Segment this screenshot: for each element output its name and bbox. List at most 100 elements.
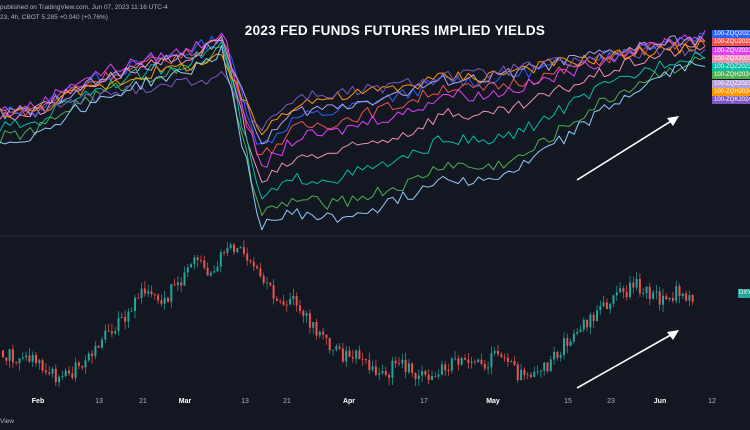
candle-body bbox=[358, 350, 361, 360]
candle-body bbox=[239, 247, 242, 249]
candle-body bbox=[28, 355, 31, 362]
candle-body bbox=[431, 376, 433, 381]
candle-body bbox=[74, 362, 77, 378]
candle-body bbox=[668, 297, 671, 300]
candle-body bbox=[200, 260, 202, 261]
legend-item: 100-ZQX2023 bbox=[712, 54, 750, 63]
published-note: published on TradingView.com, Jun 07, 20… bbox=[0, 4, 168, 11]
candle-body bbox=[203, 260, 206, 268]
candle-body bbox=[114, 331, 117, 334]
candle-body bbox=[572, 333, 575, 342]
candle-body bbox=[295, 296, 298, 306]
candle-body bbox=[216, 266, 219, 272]
candle-body bbox=[671, 297, 674, 301]
candle-body bbox=[21, 357, 24, 359]
x-tick-label: Mar bbox=[178, 398, 192, 405]
candle-body bbox=[134, 297, 136, 311]
candle-body bbox=[599, 306, 602, 311]
candle-body bbox=[180, 282, 183, 286]
candle-body bbox=[101, 339, 103, 348]
candle-body bbox=[94, 345, 97, 357]
candle-body bbox=[15, 362, 18, 364]
candle-body bbox=[424, 371, 427, 375]
candle-body bbox=[338, 346, 341, 349]
candle-body bbox=[427, 374, 430, 381]
candle-body bbox=[143, 288, 146, 294]
candle-body bbox=[71, 373, 74, 378]
candle-body bbox=[401, 359, 404, 364]
candle-body bbox=[61, 376, 64, 377]
candle-body bbox=[365, 359, 367, 361]
candle-body bbox=[44, 370, 47, 373]
candle-body bbox=[553, 351, 556, 360]
candle-body bbox=[592, 314, 595, 322]
x-tick-label: 17 bbox=[420, 398, 428, 405]
candle-body bbox=[11, 349, 14, 363]
legend-item: 100-ZQZ2023 bbox=[712, 63, 750, 72]
candle-body bbox=[305, 313, 308, 316]
candle-body bbox=[279, 300, 282, 302]
candle-body bbox=[513, 361, 516, 365]
yield-series-line bbox=[0, 39, 706, 183]
arrow-head-top bbox=[667, 116, 679, 126]
candle-body bbox=[645, 286, 648, 294]
candle-body bbox=[226, 247, 229, 253]
candle-body bbox=[437, 374, 440, 377]
candle-body bbox=[272, 285, 275, 299]
candle-body bbox=[308, 313, 311, 328]
candle-body bbox=[526, 374, 529, 376]
candle-body bbox=[563, 338, 565, 355]
candle-body bbox=[398, 363, 400, 364]
candle-body bbox=[97, 345, 100, 348]
candle-body bbox=[124, 317, 127, 322]
candle-body bbox=[576, 331, 579, 334]
candle-body bbox=[477, 359, 480, 363]
candle-body bbox=[602, 302, 605, 307]
candle-body bbox=[348, 350, 351, 357]
candle-body bbox=[328, 337, 331, 351]
candle-body bbox=[2, 350, 4, 358]
candle-body bbox=[206, 267, 209, 276]
candle-body bbox=[447, 370, 450, 372]
candle-body bbox=[160, 300, 163, 304]
candle-body bbox=[302, 311, 305, 316]
candle-body bbox=[130, 310, 133, 312]
candle-body bbox=[605, 302, 608, 310]
candle-body bbox=[259, 268, 262, 277]
candle-body bbox=[325, 334, 328, 338]
yield-series-line bbox=[0, 41, 706, 200]
candle-body bbox=[35, 354, 37, 364]
candle-body bbox=[68, 370, 70, 374]
candle-body bbox=[87, 353, 90, 361]
candle-body bbox=[332, 349, 334, 351]
candle-body bbox=[523, 369, 526, 376]
yield-series-line bbox=[0, 44, 706, 231]
candle-body bbox=[546, 362, 549, 372]
candle-body bbox=[167, 298, 169, 302]
x-tick-label: 13 bbox=[241, 398, 249, 405]
candle-body bbox=[163, 298, 166, 304]
candle-body bbox=[566, 338, 569, 346]
candle-body bbox=[269, 282, 272, 286]
candle-body bbox=[615, 292, 618, 296]
candle-body bbox=[642, 293, 645, 294]
candle-body bbox=[506, 357, 509, 362]
legend-item: 100-ZQU2023 bbox=[712, 38, 750, 47]
candle-body bbox=[322, 331, 325, 335]
candle-body bbox=[147, 291, 150, 294]
candle-body bbox=[335, 346, 338, 350]
candle-body bbox=[434, 376, 437, 377]
candle-body bbox=[678, 286, 681, 297]
candle-body bbox=[266, 282, 268, 284]
candle-body bbox=[467, 359, 470, 363]
candle-body bbox=[589, 314, 592, 328]
candle-body bbox=[170, 284, 173, 302]
candle-body bbox=[233, 244, 235, 252]
candle-body bbox=[662, 295, 664, 305]
candle-body bbox=[490, 353, 493, 368]
candle-body bbox=[556, 351, 559, 358]
candle-body bbox=[658, 291, 661, 305]
candle-body bbox=[632, 282, 635, 288]
footer-text: View bbox=[0, 418, 14, 425]
candle-body bbox=[84, 360, 87, 368]
